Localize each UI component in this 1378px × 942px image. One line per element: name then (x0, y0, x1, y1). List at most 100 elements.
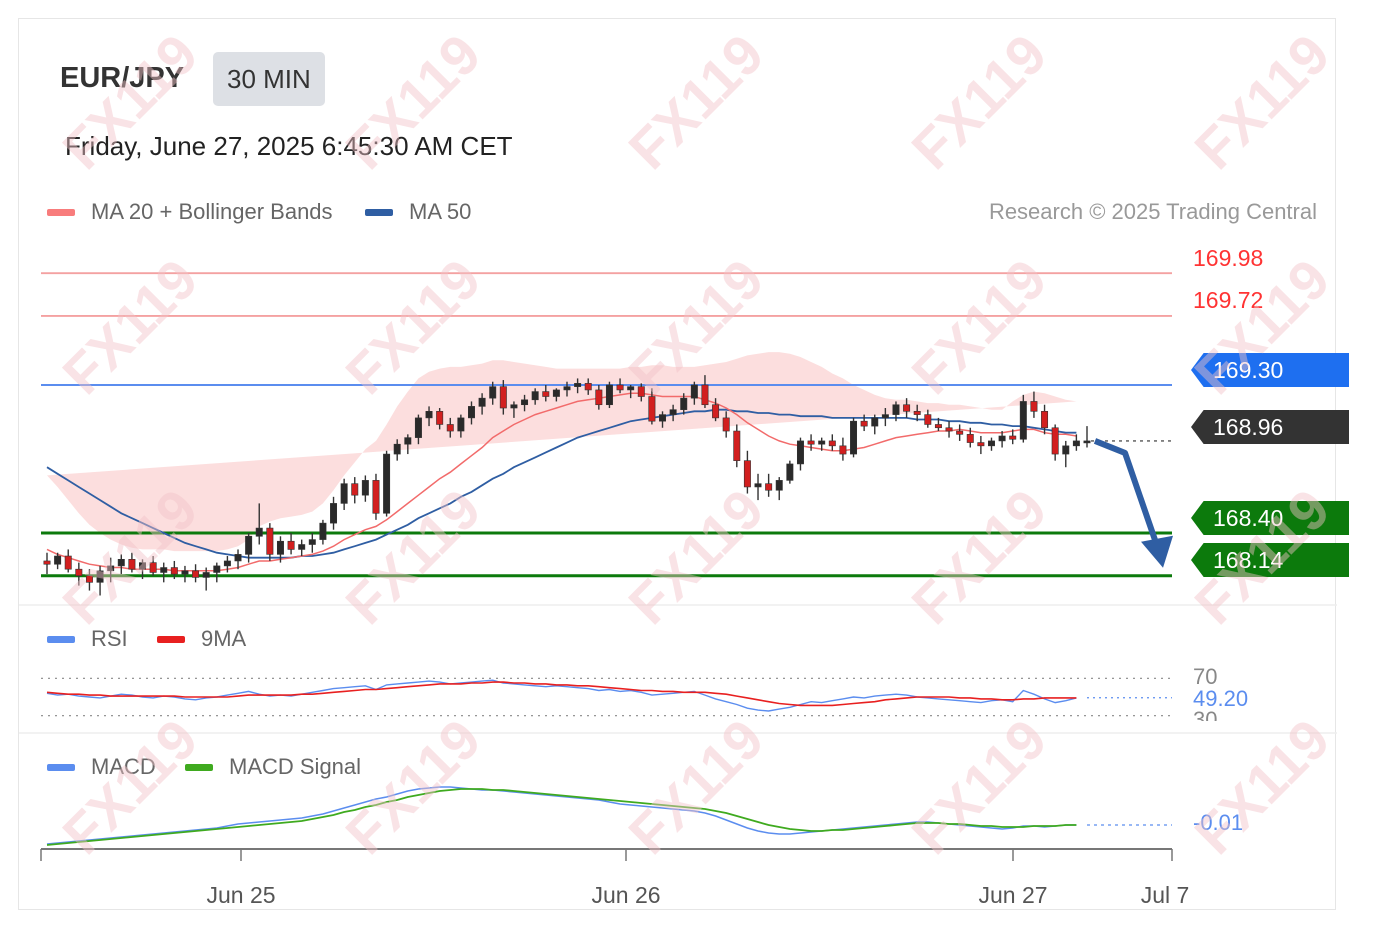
pair-title: EUR/JPY (60, 62, 185, 94)
candle-body (637, 386, 645, 397)
candle-body (223, 560, 231, 567)
candle-body (627, 386, 635, 391)
candle-body (107, 565, 115, 572)
candle-body (319, 522, 327, 540)
level-pivot-tag: 169.30 (1191, 353, 1349, 387)
candle-body (489, 386, 497, 399)
candle-body (712, 404, 720, 419)
candle-body (605, 384, 613, 406)
candle-body (478, 397, 486, 407)
candle-body (839, 445, 847, 455)
forecast-arrow-shaft (1093, 438, 1160, 547)
candle-body (1009, 435, 1017, 440)
candle-body (1030, 401, 1038, 412)
ma20-swatch (47, 208, 75, 216)
candle-body (818, 440, 826, 445)
candle-body (425, 411, 433, 419)
candle-body (234, 554, 242, 562)
legend-ma20[interactable]: MA 20 + Bollinger Bands (47, 199, 333, 225)
candle-body (245, 535, 253, 555)
candle-body (372, 480, 380, 514)
candle-body (202, 572, 210, 578)
candle-body (64, 555, 72, 570)
level-s1-tag: 168.40 (1191, 501, 1349, 535)
candle-body (266, 527, 274, 555)
candle-body (1019, 401, 1027, 440)
candle-body (383, 453, 391, 514)
candle-body (1041, 411, 1049, 429)
timeframe-button[interactable]: 30 MIN (213, 52, 325, 106)
candle-body (680, 397, 688, 410)
rsi-value-label: 49.20 (1193, 686, 1249, 711)
ma50-line (46, 408, 1077, 559)
candle-body (340, 483, 348, 504)
candle-body (574, 383, 582, 387)
candle-body (722, 417, 730, 432)
candle-body (892, 404, 900, 415)
candle-body (521, 399, 529, 406)
candle-body (117, 559, 125, 567)
candle-body (404, 437, 412, 445)
macd-line (46, 786, 1077, 845)
x-tick-jun26: Jun 26 (591, 882, 661, 908)
candle-body (690, 384, 698, 399)
candle-body (552, 389, 560, 397)
candle-body (648, 396, 656, 422)
macd-signal-label: MACD Signal (229, 754, 362, 779)
candle-body (966, 434, 974, 443)
candle-body (213, 565, 221, 573)
legend-macd[interactable]: MACD (47, 754, 156, 780)
legend-rsi[interactable]: RSI (47, 626, 128, 652)
candle-body (351, 483, 359, 496)
candle-body (786, 463, 794, 481)
macd-value-label: -0.01 (1193, 810, 1244, 835)
candle-body (96, 570, 104, 583)
macd-swatch (47, 763, 75, 771)
candle-body (85, 575, 93, 583)
9ma-swatch (157, 635, 185, 643)
candle-body (850, 420, 858, 455)
candle-body (998, 435, 1006, 442)
candle-body (361, 480, 369, 496)
candle-body (531, 391, 539, 401)
candle-body (701, 384, 709, 406)
candle-body (393, 443, 401, 455)
candle-body (298, 544, 306, 550)
candle-body (796, 440, 804, 465)
macd-signal-swatch (185, 763, 213, 771)
candle-body (1062, 445, 1070, 455)
candle-body (1083, 440, 1091, 444)
candle-body (956, 430, 964, 435)
candle-body (255, 527, 263, 537)
candle-body (584, 383, 592, 391)
candle-body (860, 420, 868, 427)
candle-body (308, 539, 316, 545)
candle-body (563, 386, 571, 391)
candle-body (903, 404, 911, 412)
rsi-label: RSI (91, 626, 128, 651)
candle-body (468, 406, 475, 419)
candle-body (54, 555, 62, 565)
rsi-upper-label: 70 (1193, 664, 1218, 689)
candle-body (75, 568, 83, 577)
legend-ma50[interactable]: MA 50 (365, 199, 471, 225)
x-tick-jun25: Jun 25 (206, 882, 276, 908)
candle-body (871, 417, 879, 427)
candle-body (542, 391, 550, 397)
candle-body (128, 559, 136, 570)
candle-body (913, 411, 921, 415)
legend-9ma[interactable]: 9MA (157, 626, 246, 652)
candle-body (881, 414, 889, 419)
legend-macd-signal[interactable]: MACD Signal (185, 754, 361, 780)
candle-body (287, 540, 295, 550)
candle-body (616, 384, 624, 391)
chart-canvas (19, 272, 1337, 861)
candle-body (775, 480, 783, 491)
candle-body (1072, 440, 1080, 447)
candle-body (446, 424, 454, 432)
candle-body (977, 442, 985, 447)
9ma-label: 9MA (201, 626, 247, 651)
candle-body (43, 560, 51, 565)
rsi-9ma-line (46, 681, 1077, 707)
candle-body (807, 440, 815, 445)
